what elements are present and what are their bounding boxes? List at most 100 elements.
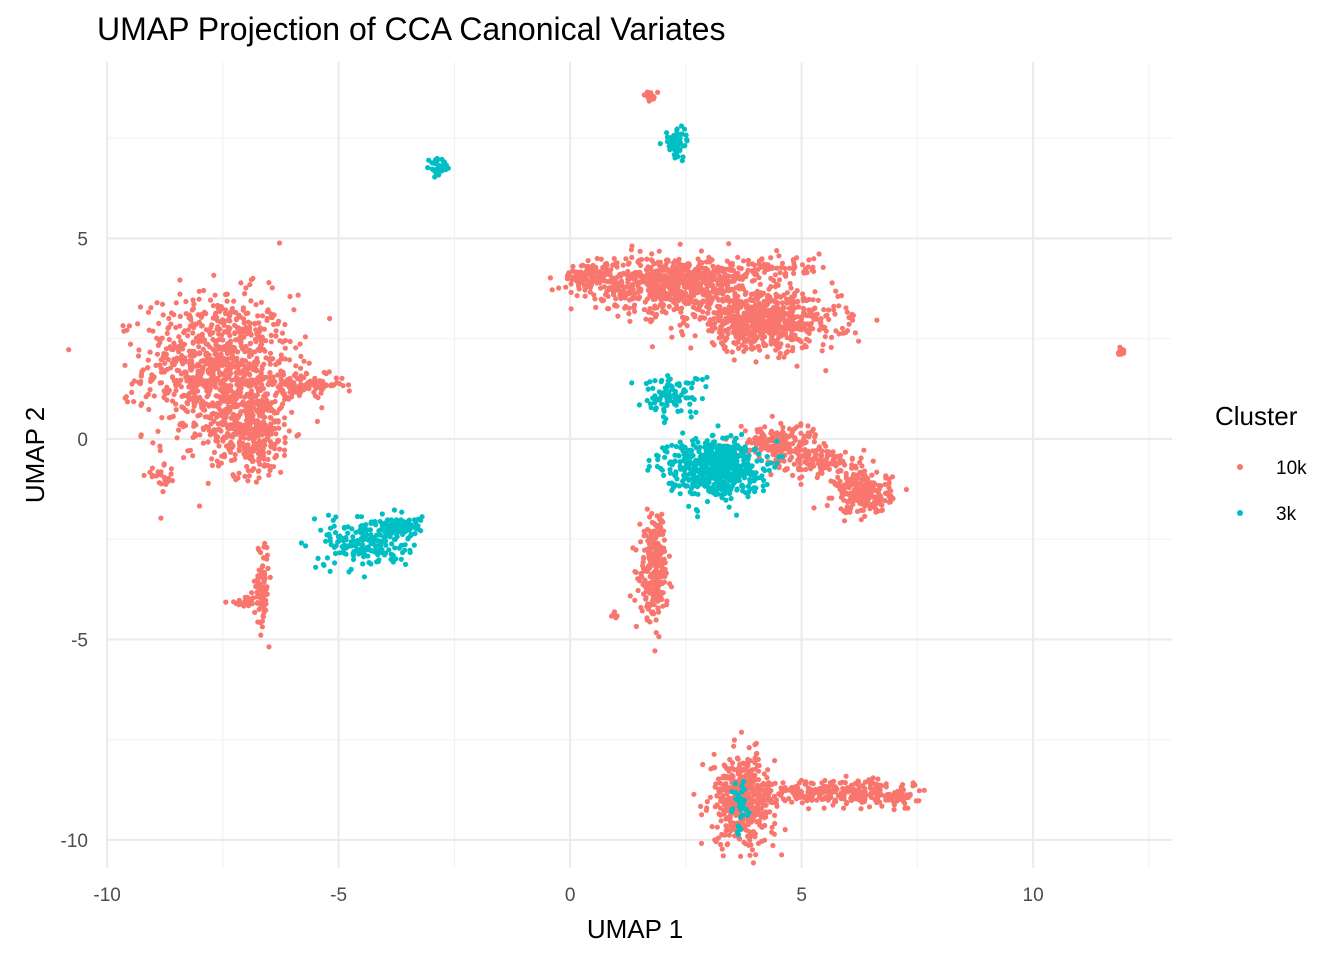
point-3k: [328, 542, 334, 548]
point-10k: [858, 500, 864, 506]
point-10k: [240, 379, 246, 385]
point-10k: [241, 435, 247, 441]
point-10k: [748, 345, 754, 351]
point-10k: [768, 316, 775, 322]
point-3k: [400, 549, 406, 556]
point-10k: [797, 794, 803, 801]
point-10k: [158, 515, 164, 521]
point-3k: [353, 539, 359, 545]
point-10k: [239, 362, 245, 368]
point-10k: [722, 271, 728, 277]
point-3k: [402, 525, 408, 531]
point-10k: [803, 336, 810, 342]
point-10k: [794, 424, 800, 430]
point-10k: [242, 291, 248, 297]
point-10k: [910, 783, 916, 789]
point-10k: [273, 453, 279, 459]
point-10k: [816, 251, 822, 257]
point-10k: [606, 306, 612, 312]
point-10k: [731, 767, 737, 773]
point-10k: [632, 597, 638, 603]
point-10k: [746, 842, 752, 848]
point-10k: [136, 379, 142, 385]
point-3k: [303, 543, 309, 549]
point-10k: [833, 288, 839, 294]
point-10k: [843, 305, 849, 311]
point-10k: [785, 343, 791, 349]
point-10k: [277, 372, 283, 378]
point-10k: [198, 381, 204, 387]
point-10k: [246, 327, 253, 334]
point-10k: [592, 296, 598, 302]
point-10k: [237, 314, 243, 320]
point-10k: [281, 452, 288, 458]
point-10k: [646, 285, 652, 291]
point-10k: [297, 377, 303, 383]
point-10k: [161, 461, 167, 467]
point-10k: [266, 644, 272, 650]
point-10k: [585, 258, 591, 264]
point-10k: [255, 442, 261, 448]
point-10k: [690, 304, 697, 310]
point-10k: [686, 271, 693, 277]
point-10k: [620, 262, 626, 268]
point-10k: [264, 584, 270, 590]
point-10k: [302, 334, 308, 340]
point-10k: [340, 383, 346, 389]
point-10k: [726, 304, 732, 310]
point-10k: [655, 605, 661, 611]
point-10k: [882, 490, 889, 496]
point-10k: [695, 272, 701, 278]
point-10k: [778, 785, 784, 791]
point-10k: [667, 581, 673, 587]
point-10k: [158, 380, 164, 386]
point-10k: [811, 256, 817, 262]
point-10k: [626, 305, 632, 311]
point-10k: [772, 820, 778, 827]
point-10k: [640, 554, 647, 561]
point-10k: [272, 441, 278, 447]
point-10k: [173, 300, 179, 306]
point-3k: [318, 527, 324, 533]
point-10k: [797, 325, 803, 331]
point-10k: [806, 307, 812, 313]
point-10k: [262, 540, 268, 547]
point-10k: [747, 758, 754, 764]
point-10k: [731, 357, 737, 363]
point-10k: [174, 435, 180, 441]
point-10k: [568, 306, 574, 312]
point-10k: [812, 434, 818, 440]
point-10k: [162, 360, 168, 366]
point-10k: [790, 441, 796, 447]
point-10k: [695, 256, 701, 262]
point-10k: [127, 341, 134, 347]
point-10k: [787, 310, 793, 316]
point-10k: [903, 486, 910, 493]
point-10k: [178, 384, 184, 390]
point-10k: [232, 404, 238, 410]
point-10k: [768, 284, 774, 290]
point-10k: [859, 463, 865, 469]
point-10k: [233, 431, 239, 437]
point-10k: [859, 471, 865, 477]
point-10k: [853, 478, 859, 484]
point-10k: [181, 356, 187, 362]
point-10k: [245, 400, 251, 406]
point-10k: [173, 387, 179, 394]
point-10k: [868, 793, 874, 799]
point-10k: [258, 632, 264, 638]
point-10k: [229, 377, 235, 383]
point-10k: [723, 823, 729, 829]
series-3k: [298, 123, 785, 838]
point-10k: [796, 442, 802, 448]
point-10k: [661, 528, 667, 534]
point-10k: [623, 256, 629, 262]
point-10k: [147, 387, 153, 393]
point-10k: [224, 298, 230, 304]
point-10k: [243, 285, 249, 291]
point-10k: [286, 428, 292, 434]
point-10k: [157, 447, 163, 454]
point-10k: [214, 435, 220, 441]
point-10k: [704, 799, 710, 805]
